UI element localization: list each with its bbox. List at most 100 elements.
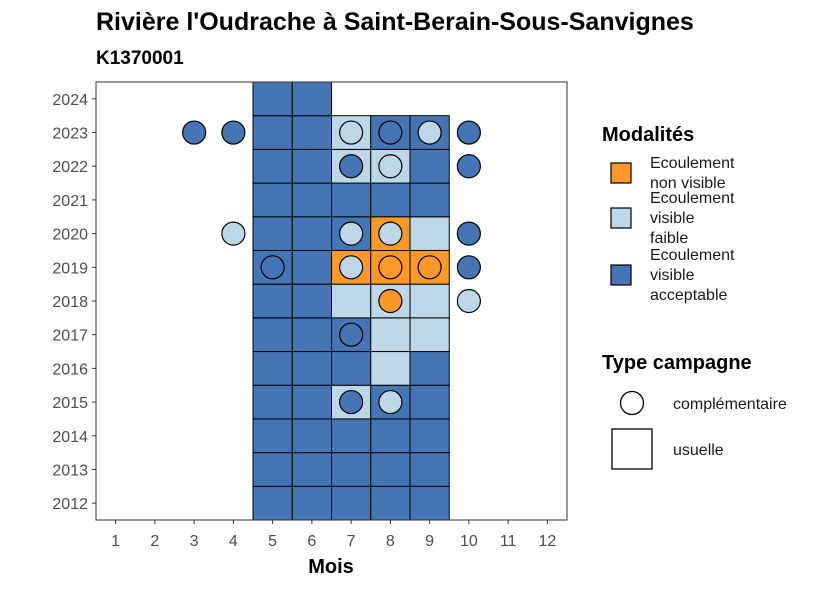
point-2022-7 — [339, 154, 364, 179]
point-2020-4 — [221, 221, 246, 246]
point-2023-8 — [378, 120, 403, 145]
point-2018-10 — [456, 288, 481, 314]
x-tick-label: 10 — [460, 533, 478, 550]
tile-2012-5 — [252, 485, 293, 521]
point-2023-3 — [182, 120, 207, 145]
y-tick-label: 2022 — [52, 159, 88, 176]
legend-complementaire-label: complémentaire — [673, 396, 787, 413]
tile-2020-6 — [291, 216, 332, 251]
tile-2015-5 — [252, 384, 293, 420]
tile-2022-9 — [409, 148, 450, 184]
legend-usuelle-label: usuelle — [673, 442, 724, 459]
y-tick-label: 2013 — [52, 462, 88, 479]
tile-2020-9 — [409, 216, 450, 251]
y-tick-label: 2020 — [52, 227, 88, 244]
legend-label-faible: Ecoulement — [650, 190, 735, 207]
tile-2014-9 — [409, 418, 450, 454]
y-tick-label: 2016 — [52, 361, 88, 378]
x-tick-label: 6 — [307, 533, 316, 550]
tile-2017-8 — [370, 317, 411, 353]
y-tick-label: 2024 — [52, 92, 88, 109]
point-2023-10 — [456, 120, 481, 145]
tile-2014-6 — [291, 418, 332, 454]
tile-2013-6 — [291, 452, 332, 487]
tile-2012-7 — [331, 485, 372, 521]
tile-2018-9 — [409, 283, 450, 319]
legend-key-non_visible — [610, 162, 632, 184]
point-2022-8 — [378, 154, 403, 179]
point-2020-8 — [378, 221, 403, 246]
point-2015-7 — [339, 389, 364, 415]
tile-2024-6 — [291, 81, 332, 117]
tile-2012-6 — [291, 485, 332, 521]
legend-complementaire-circle-key — [619, 390, 645, 416]
tile-2018-5 — [252, 283, 293, 319]
tile-2016-8 — [370, 351, 411, 386]
legend-label-faible: faible — [650, 230, 688, 247]
y-tick-label: 2014 — [52, 429, 88, 446]
x-tick-label: 9 — [425, 533, 434, 550]
tile-2023-6 — [291, 115, 332, 150]
tile-2014-7 — [331, 418, 372, 454]
chart-subtitle: K1370001 — [96, 48, 184, 69]
tile-2021-8 — [370, 182, 411, 218]
y-tick-label: 2017 — [52, 328, 88, 345]
legend-usuelle-square-key — [611, 428, 653, 470]
tile-2015-6 — [291, 384, 332, 420]
point-2023-9 — [417, 120, 442, 145]
legend-label-acceptable: acceptable — [650, 287, 727, 304]
tile-2012-8 — [370, 485, 411, 521]
tile-2016-7 — [331, 351, 372, 386]
point-2020-7 — [339, 221, 364, 246]
y-tick-label: 2023 — [52, 126, 88, 143]
x-axis-title: Mois — [308, 556, 354, 578]
point-2017-7 — [339, 322, 364, 347]
tile-2014-8 — [370, 418, 411, 454]
tile-2024-5 — [252, 81, 293, 117]
tile-2015-9 — [409, 384, 450, 420]
x-tick-label: 3 — [190, 533, 199, 550]
tile-2021-5 — [252, 182, 293, 218]
tile-2018-6 — [291, 283, 332, 319]
legend-label-acceptable: visible — [650, 267, 695, 284]
point-2020-10 — [456, 221, 481, 246]
tile-2021-7 — [331, 182, 372, 218]
tile-2021-9 — [409, 182, 450, 218]
point-2018-8 — [378, 288, 403, 314]
point-2023-7 — [339, 120, 364, 145]
legend-label-faible: visible — [650, 210, 695, 227]
point-2019-10 — [456, 255, 481, 280]
tile-2013-5 — [252, 452, 293, 487]
tile-2022-6 — [291, 148, 332, 184]
x-tick-label: 1 — [111, 533, 120, 550]
x-tick-label: 12 — [538, 533, 556, 550]
point-2015-8 — [378, 389, 403, 415]
tile-2016-6 — [291, 351, 332, 386]
tile-2021-6 — [291, 182, 332, 218]
tile-2014-5 — [252, 418, 293, 454]
legend-modalites-title: Modalités — [602, 124, 694, 146]
y-axis: 2012 2013 2014 2015 2016 2017 2018 2019 2020 2021… — [52, 92, 96, 513]
point-2019-7 — [339, 255, 364, 280]
tile-2019-6 — [291, 249, 332, 285]
x-tick-label: 8 — [386, 533, 395, 550]
tile-2018-7 — [331, 283, 372, 319]
tile-2016-5 — [252, 351, 293, 386]
usuelle-tiles — [252, 81, 450, 521]
chart-title: Rivière l'Oudrache à Saint-Berain-Sous-S… — [96, 8, 694, 36]
tile-2017-5 — [252, 317, 293, 353]
x-tick-label: 11 — [500, 533, 517, 550]
point-2023-4 — [221, 120, 246, 145]
tile-2013-7 — [331, 452, 372, 487]
point-2022-10 — [456, 154, 481, 179]
tile-2023-5 — [252, 115, 293, 150]
tile-2017-9 — [409, 317, 450, 353]
tile-2016-9 — [409, 351, 450, 386]
point-2019-9 — [417, 255, 442, 280]
y-tick-label: 2012 — [52, 496, 88, 513]
legend-label-acceptable: Ecoulement — [650, 247, 735, 264]
point-2019-5 — [260, 255, 285, 280]
x-tick-label: 2 — [150, 533, 159, 550]
